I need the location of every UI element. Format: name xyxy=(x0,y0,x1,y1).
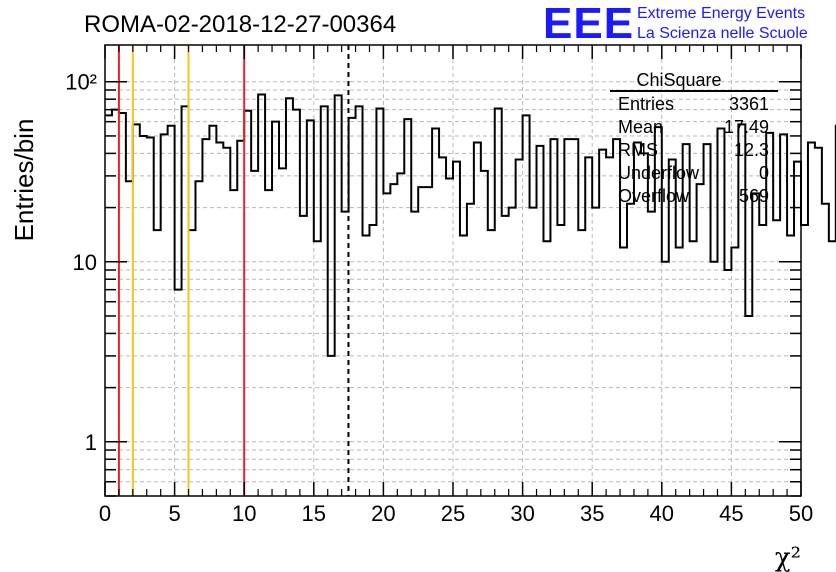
x-axis-label: χ² xyxy=(775,543,801,572)
x-tick-label: 25 xyxy=(441,501,465,526)
stats-label-underflow: Underflow xyxy=(618,163,700,183)
reference-lines xyxy=(117,45,350,496)
histogram-series xyxy=(105,93,836,357)
stats-label-mean: Mean xyxy=(618,117,663,137)
y-tick-label: 1 xyxy=(85,430,97,455)
x-tick-label: 5 xyxy=(168,501,180,526)
x-tick-label: 10 xyxy=(232,501,256,526)
x-tick-label: 45 xyxy=(719,501,743,526)
stats-value-rms: 12.3 xyxy=(734,140,769,160)
logo-line-1: Extreme Energy Events xyxy=(637,5,805,22)
eee-logo: EEE xyxy=(543,0,634,48)
stats-title: ChiSquare xyxy=(636,70,721,90)
y-tick-label: 10 xyxy=(73,250,97,275)
x-tick-label: 50 xyxy=(789,501,813,526)
x-tick-label: 20 xyxy=(371,501,395,526)
stats-label-rms: RMS xyxy=(618,140,658,160)
stats-label-overflow: Overflow xyxy=(618,186,690,206)
stats-value-mean: 17.49 xyxy=(724,117,769,137)
stats-value-overflow: 569 xyxy=(739,186,769,206)
grid xyxy=(105,45,801,497)
y-axis-label: Entries/bin xyxy=(9,119,39,242)
x-tick-label: 35 xyxy=(580,501,604,526)
logo-line-2: La Scienza nelle Scuole xyxy=(637,25,808,42)
x-tick-label: 0 xyxy=(99,501,111,526)
run-title: ROMA-02-2018-12-27-00364 xyxy=(84,11,396,38)
stats-value-underflow: 0 xyxy=(759,163,769,183)
x-tick-label: 40 xyxy=(650,501,674,526)
stats-label-entries: Entries xyxy=(618,94,674,114)
x-tick-label: 30 xyxy=(510,501,534,526)
x-tick-label: 15 xyxy=(302,501,326,526)
histogram-steps xyxy=(105,93,836,357)
stats-value-entries: 3361 xyxy=(729,94,769,114)
stats-box: ChiSquare Entries 3361 Mean 17.49 RMS 12… xyxy=(610,70,778,206)
axis-ticks: 0 5 10 15 20 25 30 35 40 45 50 1 10 10² xyxy=(65,45,813,526)
y-tick-label: 10² xyxy=(65,70,97,95)
